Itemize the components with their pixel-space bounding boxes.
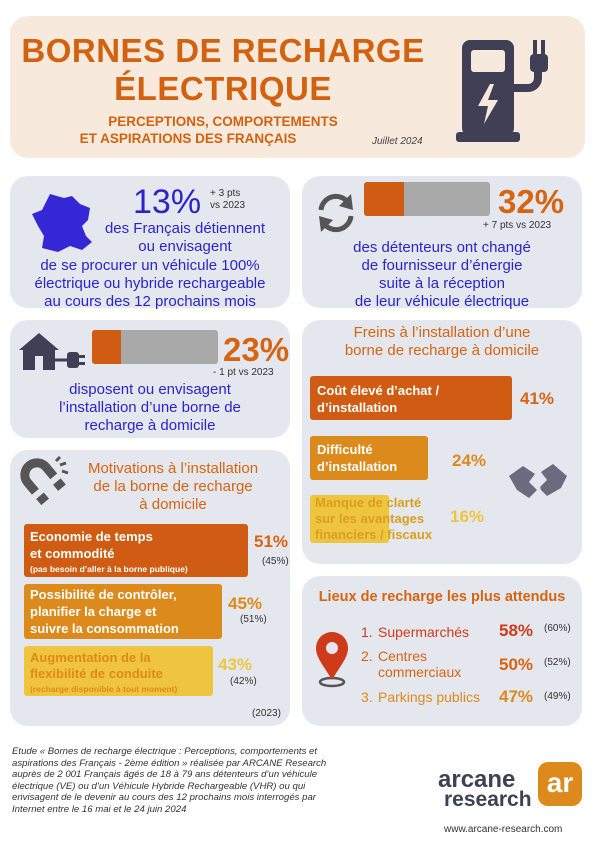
motivations-title-line2: de la borne de recharge bbox=[93, 478, 253, 495]
place-name-2-line1: Centres bbox=[378, 648, 428, 664]
page-title-line2: ÉLECTRIQUE bbox=[114, 70, 332, 107]
motivations-title-line3: à domicile bbox=[139, 496, 207, 513]
charging-station-icon bbox=[456, 40, 548, 142]
stat1-text-line4: électrique ou hybride rechargeable bbox=[34, 275, 266, 292]
stat1-text-line2: ou envisagent bbox=[138, 238, 232, 255]
stat3-value: 23% bbox=[223, 331, 290, 368]
methodology-line5: envisagent de le devenir au cours des 12… bbox=[12, 792, 316, 804]
motivation-bar-control bbox=[24, 584, 222, 639]
stat3-text-line3: recharge à domicile bbox=[84, 417, 216, 434]
place-pct-2: 50% bbox=[499, 655, 534, 674]
motivation-note-flexibility: (recharge disponible à tout moment) bbox=[30, 684, 178, 694]
place-name-2-line2: commerciaux bbox=[378, 664, 462, 680]
house-plug-icon bbox=[19, 333, 85, 370]
stat1-value: 13% bbox=[133, 183, 202, 221]
methodology-line4: électrique (VE) ou d’un Véhicule Hybride… bbox=[12, 780, 306, 792]
stat1-text-line1: des Français détiennent bbox=[104, 220, 266, 237]
motivation-prev-time: (45%) bbox=[262, 556, 289, 567]
place-pct-3: 47% bbox=[499, 687, 534, 706]
place-rank-1: 1. bbox=[361, 624, 373, 640]
charging-places-card bbox=[302, 576, 582, 726]
motivation-prev-control: (51%) bbox=[240, 614, 267, 625]
barrier-bar-difficulty bbox=[310, 436, 428, 480]
motivation-label-flexibility-line2: flexibilité de conduite bbox=[30, 666, 163, 681]
barrier-pct-difficulty: 24% bbox=[452, 451, 487, 470]
logo-word-research: research bbox=[444, 788, 532, 811]
stat1-delta-line1: + 3 pts bbox=[210, 188, 241, 199]
methodology-line1: Etude « Bornes de recharge électrique : … bbox=[12, 746, 318, 757]
motivation-label-control-line3: suivre la consommation bbox=[30, 621, 179, 636]
places-title: Lieux de recharge les plus attendus bbox=[318, 589, 566, 605]
motivation-label-control-line2: planifier la charge et bbox=[30, 604, 157, 619]
magnet-icon bbox=[20, 455, 69, 505]
subtitle-line1: PERCEPTIONS, COMPORTEMENTS bbox=[108, 114, 338, 129]
stat3-delta: - 1 pt vs 2023 bbox=[213, 367, 274, 378]
stat2-text-line1: des détenteurs ont changé bbox=[353, 239, 531, 256]
website-link[interactable]: www.arcane-research.com bbox=[444, 824, 563, 835]
motivation-label-time-line1: Economie de temps bbox=[30, 529, 153, 544]
report-date: Juillet 2024 bbox=[372, 136, 423, 147]
motivations-prev-year: (2023) bbox=[252, 708, 281, 719]
logo-mark: ar bbox=[538, 762, 582, 806]
barrier-label-clarity-line3: financiers / fiscaux bbox=[315, 527, 433, 542]
barrier-label-cost-line1: Coût élevé d’achat / bbox=[317, 383, 440, 398]
page-title-line1: BORNES DE RECHARGE bbox=[21, 32, 425, 69]
barrier-pct-cost: 41% bbox=[520, 389, 555, 408]
stat2-text-line4: de leur véhicule électrique bbox=[354, 293, 530, 310]
methodology-line3: auprès de 2 001 Français âgés de 18 à 79… bbox=[12, 769, 318, 781]
motivation-bar-flexibility bbox=[24, 646, 213, 696]
france-map-icon bbox=[32, 194, 92, 252]
stat1-text-line3: de se procurer un véhicule 100% bbox=[40, 257, 260, 274]
motivation-label-time-line2: et commodité bbox=[30, 546, 115, 561]
handshake-broken-icon bbox=[509, 464, 567, 501]
refresh-icon bbox=[318, 193, 354, 233]
stat2-text-line3: suite à la réception bbox=[379, 275, 505, 292]
motivation-label-flexibility-line1: Augmentation de la bbox=[30, 650, 151, 665]
stat3-progress-fill bbox=[92, 330, 121, 364]
motivation-bar-time bbox=[24, 524, 248, 577]
barriers-title-line1: Freins à l’installation d’une bbox=[353, 324, 531, 341]
barrier-bar-clarity bbox=[310, 495, 389, 543]
motivations-title-line1: Motivations à l’installation bbox=[87, 460, 259, 477]
stat2-delta: + 7 pts vs 2023 bbox=[483, 220, 552, 231]
place-prev-1: (60%) bbox=[544, 623, 571, 634]
methodology-note: Etude « Bornes de recharge électrique : … bbox=[12, 746, 432, 816]
barrier-pct-clarity: 16% bbox=[450, 507, 485, 526]
motivation-pct-time: 51% bbox=[254, 532, 289, 551]
stat1-text-line5: au cours des 12 prochains mois bbox=[44, 293, 256, 310]
stat3-text-line2: l’installation d’une borne de bbox=[59, 399, 241, 416]
methodology-line6: Internet entre le 16 mai et le 24 juin 2… bbox=[12, 803, 187, 815]
location-pin-icon bbox=[316, 632, 348, 688]
motivation-label-control-line1: Possibilité de contrôler, bbox=[30, 587, 177, 602]
place-prev-3: (49%) bbox=[544, 691, 571, 702]
subtitle-line2: ET ASPIRATIONS DES FRANÇAIS bbox=[79, 131, 297, 146]
barriers-title-line2: borne de recharge à domicile bbox=[344, 342, 540, 359]
arcane-logo: arcane research ar bbox=[438, 762, 588, 824]
motivation-pct-control: 45% bbox=[228, 594, 263, 613]
stat2-value: 32% bbox=[498, 183, 565, 220]
motivation-note-time: (pas besoin d’aller à la borne publique) bbox=[30, 564, 188, 574]
place-rank-2: 2. bbox=[361, 648, 373, 664]
motivation-pct-flexibility: 43% bbox=[218, 655, 253, 674]
stat2-text-line2: de fournisseur d’énergie bbox=[361, 257, 523, 274]
stat2-progress-fill bbox=[364, 182, 404, 216]
methodology-line2: aspirations des Français - 2ème édition … bbox=[12, 757, 327, 769]
motivation-prev-flexibility: (42%) bbox=[230, 676, 257, 687]
logo-word-arcane: arcane bbox=[438, 766, 516, 793]
barrier-label-clarity-line2: sur les avantages bbox=[315, 511, 425, 526]
stat3-text-line1: disposent ou envisagent bbox=[69, 381, 231, 398]
barrier-bar-cost bbox=[310, 376, 512, 420]
place-name-3: Parkings publics bbox=[378, 689, 480, 705]
place-pct-1: 58% bbox=[499, 621, 534, 640]
place-name-1: Supermarchés bbox=[378, 624, 470, 640]
barrier-label-difficulty-line2: d’installation bbox=[317, 459, 398, 474]
barrier-label-difficulty-line1: Difficulté bbox=[317, 442, 373, 457]
barrier-label-cost-line2: d’installation bbox=[317, 400, 398, 415]
place-prev-2: (52%) bbox=[544, 657, 571, 668]
barrier-label-clarity-line1: Manque de clarté bbox=[315, 495, 422, 510]
place-rank-3: 3. bbox=[361, 689, 373, 705]
stat1-delta-line2: vs 2023 bbox=[210, 200, 246, 211]
